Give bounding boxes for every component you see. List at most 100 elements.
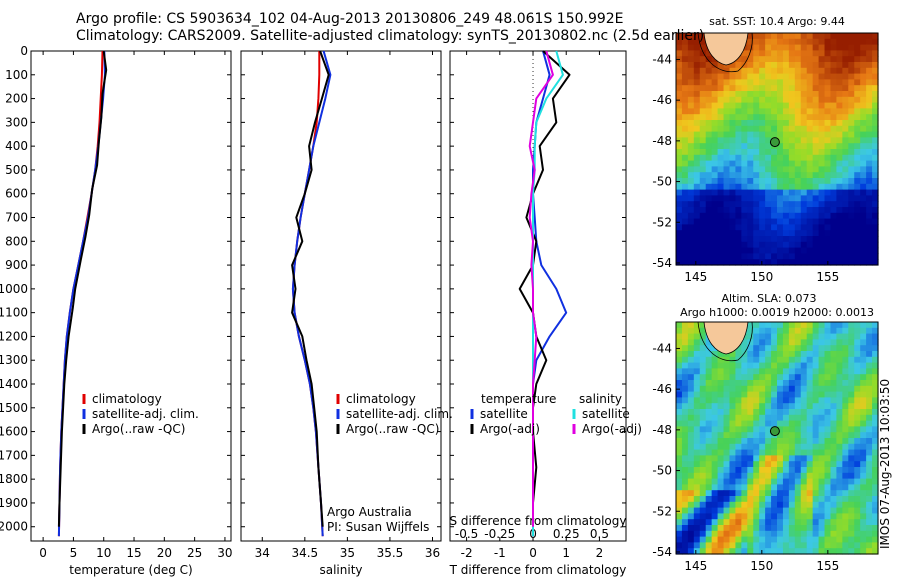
map-cell <box>741 207 748 214</box>
map-cell <box>717 120 725 127</box>
map-cell <box>711 125 719 133</box>
map-cell <box>711 548 719 555</box>
map-cell <box>830 143 838 150</box>
map-cell <box>782 247 790 254</box>
map-cell <box>848 345 855 352</box>
map-cell <box>800 467 808 474</box>
x-tick-label: -2 <box>461 546 473 560</box>
map-cell <box>872 137 879 144</box>
map-cell <box>842 125 849 133</box>
map-cell <box>848 50 855 57</box>
map-cell <box>735 108 742 115</box>
map-cell <box>777 507 784 514</box>
map-cell <box>705 496 713 503</box>
map-cell <box>771 490 778 497</box>
map-cell <box>676 73 683 80</box>
map-cell <box>812 345 820 352</box>
map-cell <box>699 542 707 549</box>
map-cell <box>818 380 826 387</box>
map-cell <box>818 120 826 127</box>
map-cell <box>747 322 754 329</box>
imos-timestamp: IMOS 07-Aug-2013 10:03:50 <box>878 378 892 549</box>
map-cell <box>741 195 748 202</box>
map-cell <box>812 143 820 150</box>
map-cell <box>705 513 713 520</box>
x-tick-label: 30 <box>217 546 232 560</box>
map-cell <box>782 108 790 115</box>
map-cell <box>806 391 814 398</box>
y-tick-label: -50 <box>652 464 672 478</box>
map-cell <box>705 397 713 404</box>
map-cell <box>824 189 832 196</box>
map-cell <box>723 160 731 167</box>
map-cell <box>687 44 695 51</box>
map-cell <box>860 224 867 231</box>
map-cell <box>848 33 855 40</box>
map-cell <box>806 201 814 208</box>
map-cell <box>771 391 778 398</box>
map-cell <box>693 426 701 433</box>
map-cell <box>824 73 832 80</box>
map-cell <box>729 62 737 69</box>
map-cell <box>800 218 808 225</box>
map-cell <box>806 432 814 439</box>
map-cell <box>705 507 713 514</box>
map-cell <box>836 183 843 191</box>
map-cell <box>866 542 873 549</box>
map-cell <box>854 183 861 191</box>
map-cell <box>824 137 832 144</box>
map-cell <box>676 149 683 156</box>
map-cell <box>753 455 760 462</box>
map-cell <box>771 455 778 462</box>
map-cell <box>782 50 790 57</box>
map-cell <box>818 230 826 237</box>
map-cell <box>747 230 754 237</box>
map-cell <box>735 160 742 167</box>
map-cell <box>782 443 790 451</box>
map-cell <box>782 403 790 410</box>
map-cell <box>676 207 683 214</box>
map-cell <box>759 322 766 329</box>
map-cell <box>854 426 861 433</box>
map-cell <box>687 114 695 121</box>
map-cell <box>794 420 802 427</box>
map-cell <box>794 114 802 121</box>
map-cell <box>711 484 719 491</box>
map-cell <box>735 149 742 156</box>
map-cell <box>872 530 879 538</box>
map-cell <box>753 525 760 532</box>
map-cell <box>735 172 742 179</box>
map-cell <box>777 172 784 179</box>
map-cell <box>711 212 719 220</box>
map-cell <box>741 247 748 254</box>
map-cell <box>842 212 849 220</box>
map-cell <box>699 536 707 543</box>
map-cell <box>782 218 790 225</box>
map-cell <box>842 253 849 260</box>
map-cell <box>753 201 760 208</box>
map-cell <box>771 438 778 445</box>
map-cell <box>824 426 832 433</box>
map-cell <box>729 414 737 422</box>
map-cell <box>771 166 778 173</box>
map-cell <box>723 391 731 398</box>
map-cell <box>782 183 790 191</box>
map-cell <box>753 368 760 375</box>
map-cell <box>848 154 855 162</box>
map-cell <box>699 259 707 266</box>
map-cell <box>735 449 742 456</box>
map-cell <box>824 420 832 427</box>
map-cell <box>818 91 826 98</box>
map-cell <box>812 380 820 387</box>
map-cell <box>771 236 778 243</box>
map-cell <box>711 62 719 69</box>
map-cell <box>771 542 778 549</box>
map-cell <box>759 178 766 185</box>
map-cell <box>860 189 867 196</box>
map-cell <box>860 137 867 144</box>
map-cell <box>747 149 754 156</box>
map-cell <box>788 449 796 456</box>
map-cell <box>872 420 879 427</box>
map-cell <box>860 236 867 243</box>
map-cell <box>699 478 707 485</box>
